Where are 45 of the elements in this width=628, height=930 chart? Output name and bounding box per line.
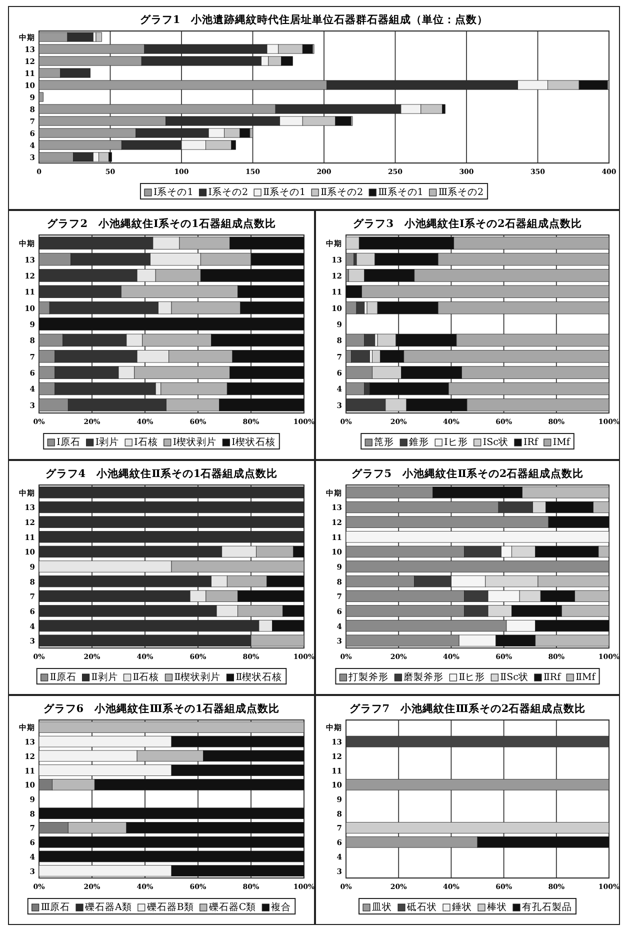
- legend-label: 磨製斧形: [404, 671, 444, 683]
- chart-title: グラフ3 小池縄紋住Ⅰ系その2石器組成点数比: [353, 217, 582, 230]
- legend-label: Ⅲ系その2: [438, 186, 484, 198]
- legend-label: Ⅰ剥片: [95, 436, 120, 448]
- legend-label: 打製斧形: [348, 671, 389, 683]
- chart-title: グラフ4 小池縄紋住Ⅱ系その1石器組成点数比: [45, 467, 278, 480]
- legend-label: 礫石器A類: [84, 901, 132, 913]
- legend-label: ⅡRf: [543, 672, 562, 683]
- legend-label: Ⅰ楔状石核: [232, 436, 276, 448]
- legend-label: 箆形: [374, 436, 394, 448]
- legend-label: Ⅱヒ形: [458, 672, 486, 683]
- chart-title: グラフ1 小池遺跡縄紋時代住居址単位石器群石器組成（単位：点数）: [140, 13, 488, 26]
- legend-label: 複合: [271, 901, 292, 913]
- legend-label: 錘状: [452, 901, 472, 913]
- chart-title: グラフ5 小池縄紋住Ⅱ系その2石器組成点数比: [351, 467, 584, 480]
- legend-label: ⅠSc状: [482, 436, 508, 448]
- legend-label: 皿状: [372, 901, 392, 913]
- legend-label: ⅡMf: [576, 672, 597, 683]
- legend-label: Ⅱ系その1: [263, 186, 306, 198]
- legend-label: Ⅲ系その1: [378, 186, 424, 198]
- legend-label: Ⅰヒ形: [444, 437, 468, 448]
- legend-label: 有孔石製品: [522, 901, 572, 913]
- legend-label: ⅡSc状: [500, 671, 528, 683]
- legend-label: Ⅱ剥片: [91, 671, 118, 683]
- legend-label: ⅠRf: [523, 437, 540, 448]
- chart-title: グラフ6 小池縄紋住Ⅲ系その1石器組成点数比: [43, 702, 280, 715]
- legend-label: Ⅱ楔状石核: [236, 671, 282, 683]
- legend-label: Ⅱ原石: [50, 672, 76, 683]
- legend-label: Ⅰ楔状剥片: [172, 436, 217, 448]
- legend-label: 棒状: [487, 901, 507, 913]
- legend-label: Ⅱ石核: [132, 671, 160, 683]
- chart-title: グラフ2 小池縄紋住Ⅰ系その1石器組成点数比: [47, 217, 276, 230]
- legend-label: 錐形: [409, 437, 430, 448]
- legend-label: 礫石器B類: [146, 901, 194, 913]
- legend-label: Ⅰ系その2: [208, 186, 248, 198]
- chart-title: グラフ7 小池縄紋住Ⅲ系その2石器組成点数比: [349, 702, 586, 715]
- legend-label: Ⅱ楔状剥片: [174, 671, 221, 683]
- legend-label: 砥石状: [406, 901, 437, 913]
- legend-label: Ⅱ系その2: [320, 186, 364, 198]
- legend-label: Ⅲ原石: [40, 902, 70, 913]
- legend-label: ⅠMf: [552, 437, 572, 448]
- legend-label: Ⅰ系その1: [153, 186, 194, 198]
- legend-label: 礫石器C類: [208, 901, 256, 913]
- legend-label: Ⅰ原石: [56, 437, 80, 448]
- legend-label: Ⅰ石核: [134, 436, 158, 448]
